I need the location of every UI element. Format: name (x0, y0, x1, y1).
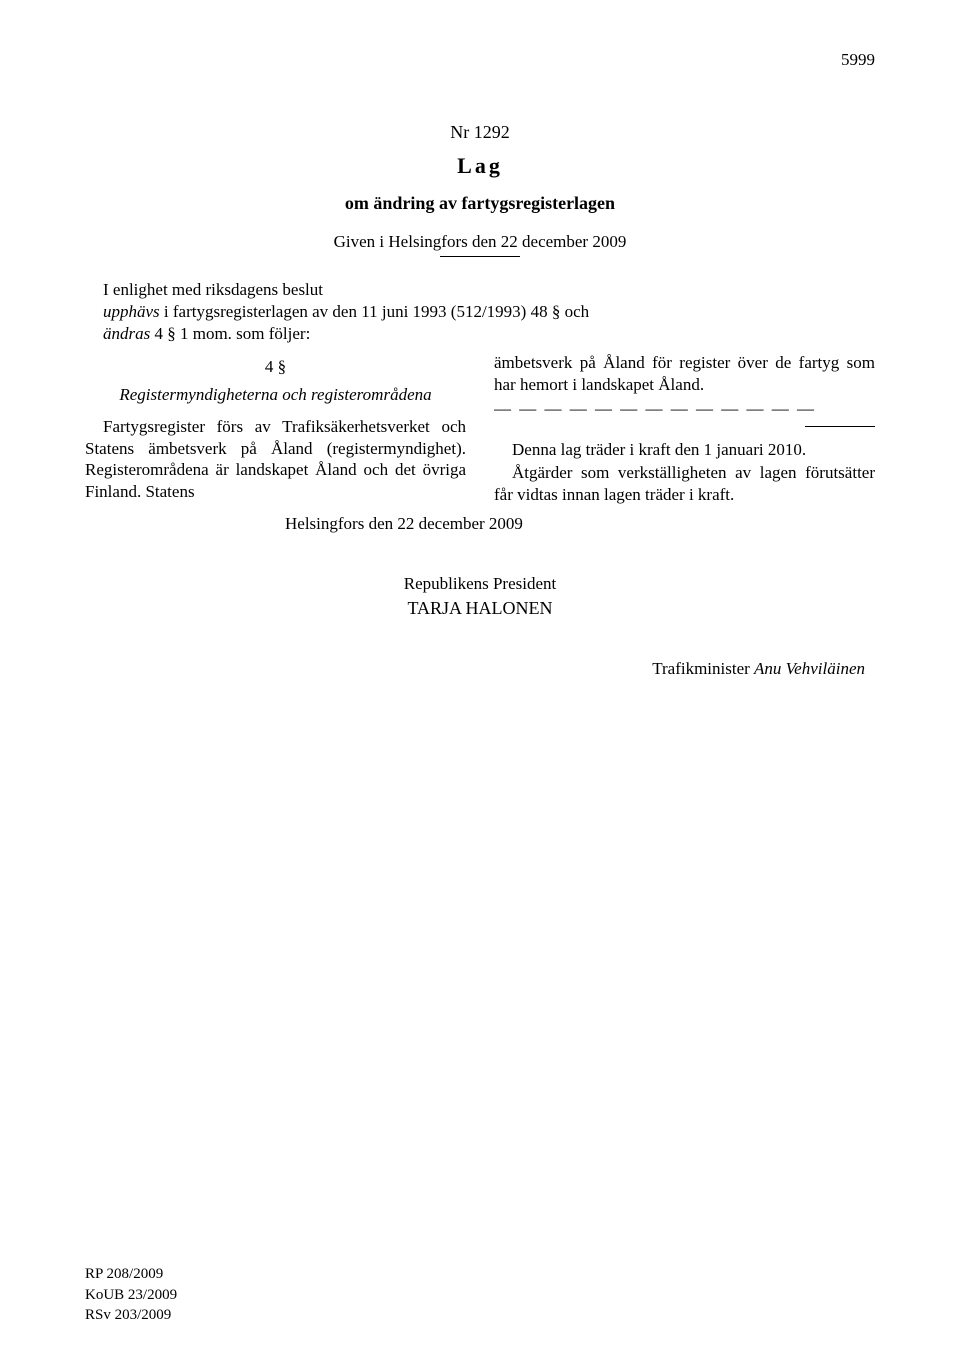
tiny-divider (805, 426, 875, 427)
signature-name: TARJA HALONEN (85, 598, 875, 619)
right-para1-text: ämbetsverk på Åland för register över de… (494, 353, 875, 394)
minister-name: Anu Vehviläinen (754, 659, 865, 678)
page-number: 5999 (841, 50, 875, 70)
left-column: 4 § Registermyndigheterna och registerom… (85, 352, 466, 508)
signature-location: Helsingfors den 22 december 2009 (285, 514, 875, 534)
right-para3-text: Åtgärder som verkställigheten av lagen f… (494, 463, 875, 504)
document-subtitle: om ändring av fartygsregisterlagen (85, 193, 875, 214)
footer-ref-3: RSv 203/2009 (85, 1305, 177, 1325)
document-header: Nr 1292 Lag om ändring av fartygsregiste… (85, 122, 875, 257)
document-given-date: Given i Helsingfors den 22 december 2009 (85, 232, 875, 252)
page-container: 5999 Nr 1292 Lag om ändring av fartygsre… (0, 0, 960, 1370)
signature-title: Republikens President (85, 574, 875, 594)
signature-block: Helsingfors den 22 december 2009 Republi… (85, 514, 875, 619)
document-type: Lag (85, 153, 875, 179)
intro-paragraph: I enlighet med riksdagens beslut upphävs… (85, 279, 875, 344)
intro-line1: I enlighet med riksdagens beslut (103, 280, 323, 299)
minister-label: Trafikminister (652, 659, 754, 678)
right-para2-text: Denna lag träder i kraft den 1 januari 2… (512, 440, 806, 459)
right-column: ämbetsverk på Åland för register över de… (494, 352, 875, 508)
intro-line3: 4 § 1 mom. som följer: (150, 324, 310, 343)
body-columns: 4 § Registermyndigheterna och registerom… (85, 352, 875, 508)
footer-references: RP 208/2009 KoUB 23/2009 RSv 203/2009 (85, 1264, 177, 1325)
intro-line2: i fartygsregisterlagen av den 11 juni 19… (160, 302, 589, 321)
intro-upphavs: upphävs (103, 302, 160, 321)
dash-separator: — — — — — — — — — — — — — (494, 398, 875, 420)
left-paragraph: Fartygsregister förs av Trafiksäkerhetsv… (85, 416, 466, 503)
document-number: Nr 1292 (85, 122, 875, 143)
divider (440, 256, 520, 257)
right-paragraph-1: ämbetsverk på Åland för register över de… (494, 352, 875, 396)
right-paragraph-3: Åtgärder som verkställigheten av lagen f… (494, 462, 875, 506)
section-title: Registermyndigheterna och registerområde… (85, 384, 466, 406)
right-paragraph-2: Denna lag träder i kraft den 1 januari 2… (494, 439, 875, 461)
footer-ref-1: RP 208/2009 (85, 1264, 177, 1284)
section-number: 4 § (85, 356, 466, 378)
intro-andras: ändras (103, 324, 150, 343)
minister-line: Trafikminister Anu Vehviläinen (85, 659, 875, 679)
footer-ref-2: KoUB 23/2009 (85, 1285, 177, 1305)
left-paragraph-text: Fartygsregister förs av Trafiksäkerhetsv… (85, 417, 466, 501)
